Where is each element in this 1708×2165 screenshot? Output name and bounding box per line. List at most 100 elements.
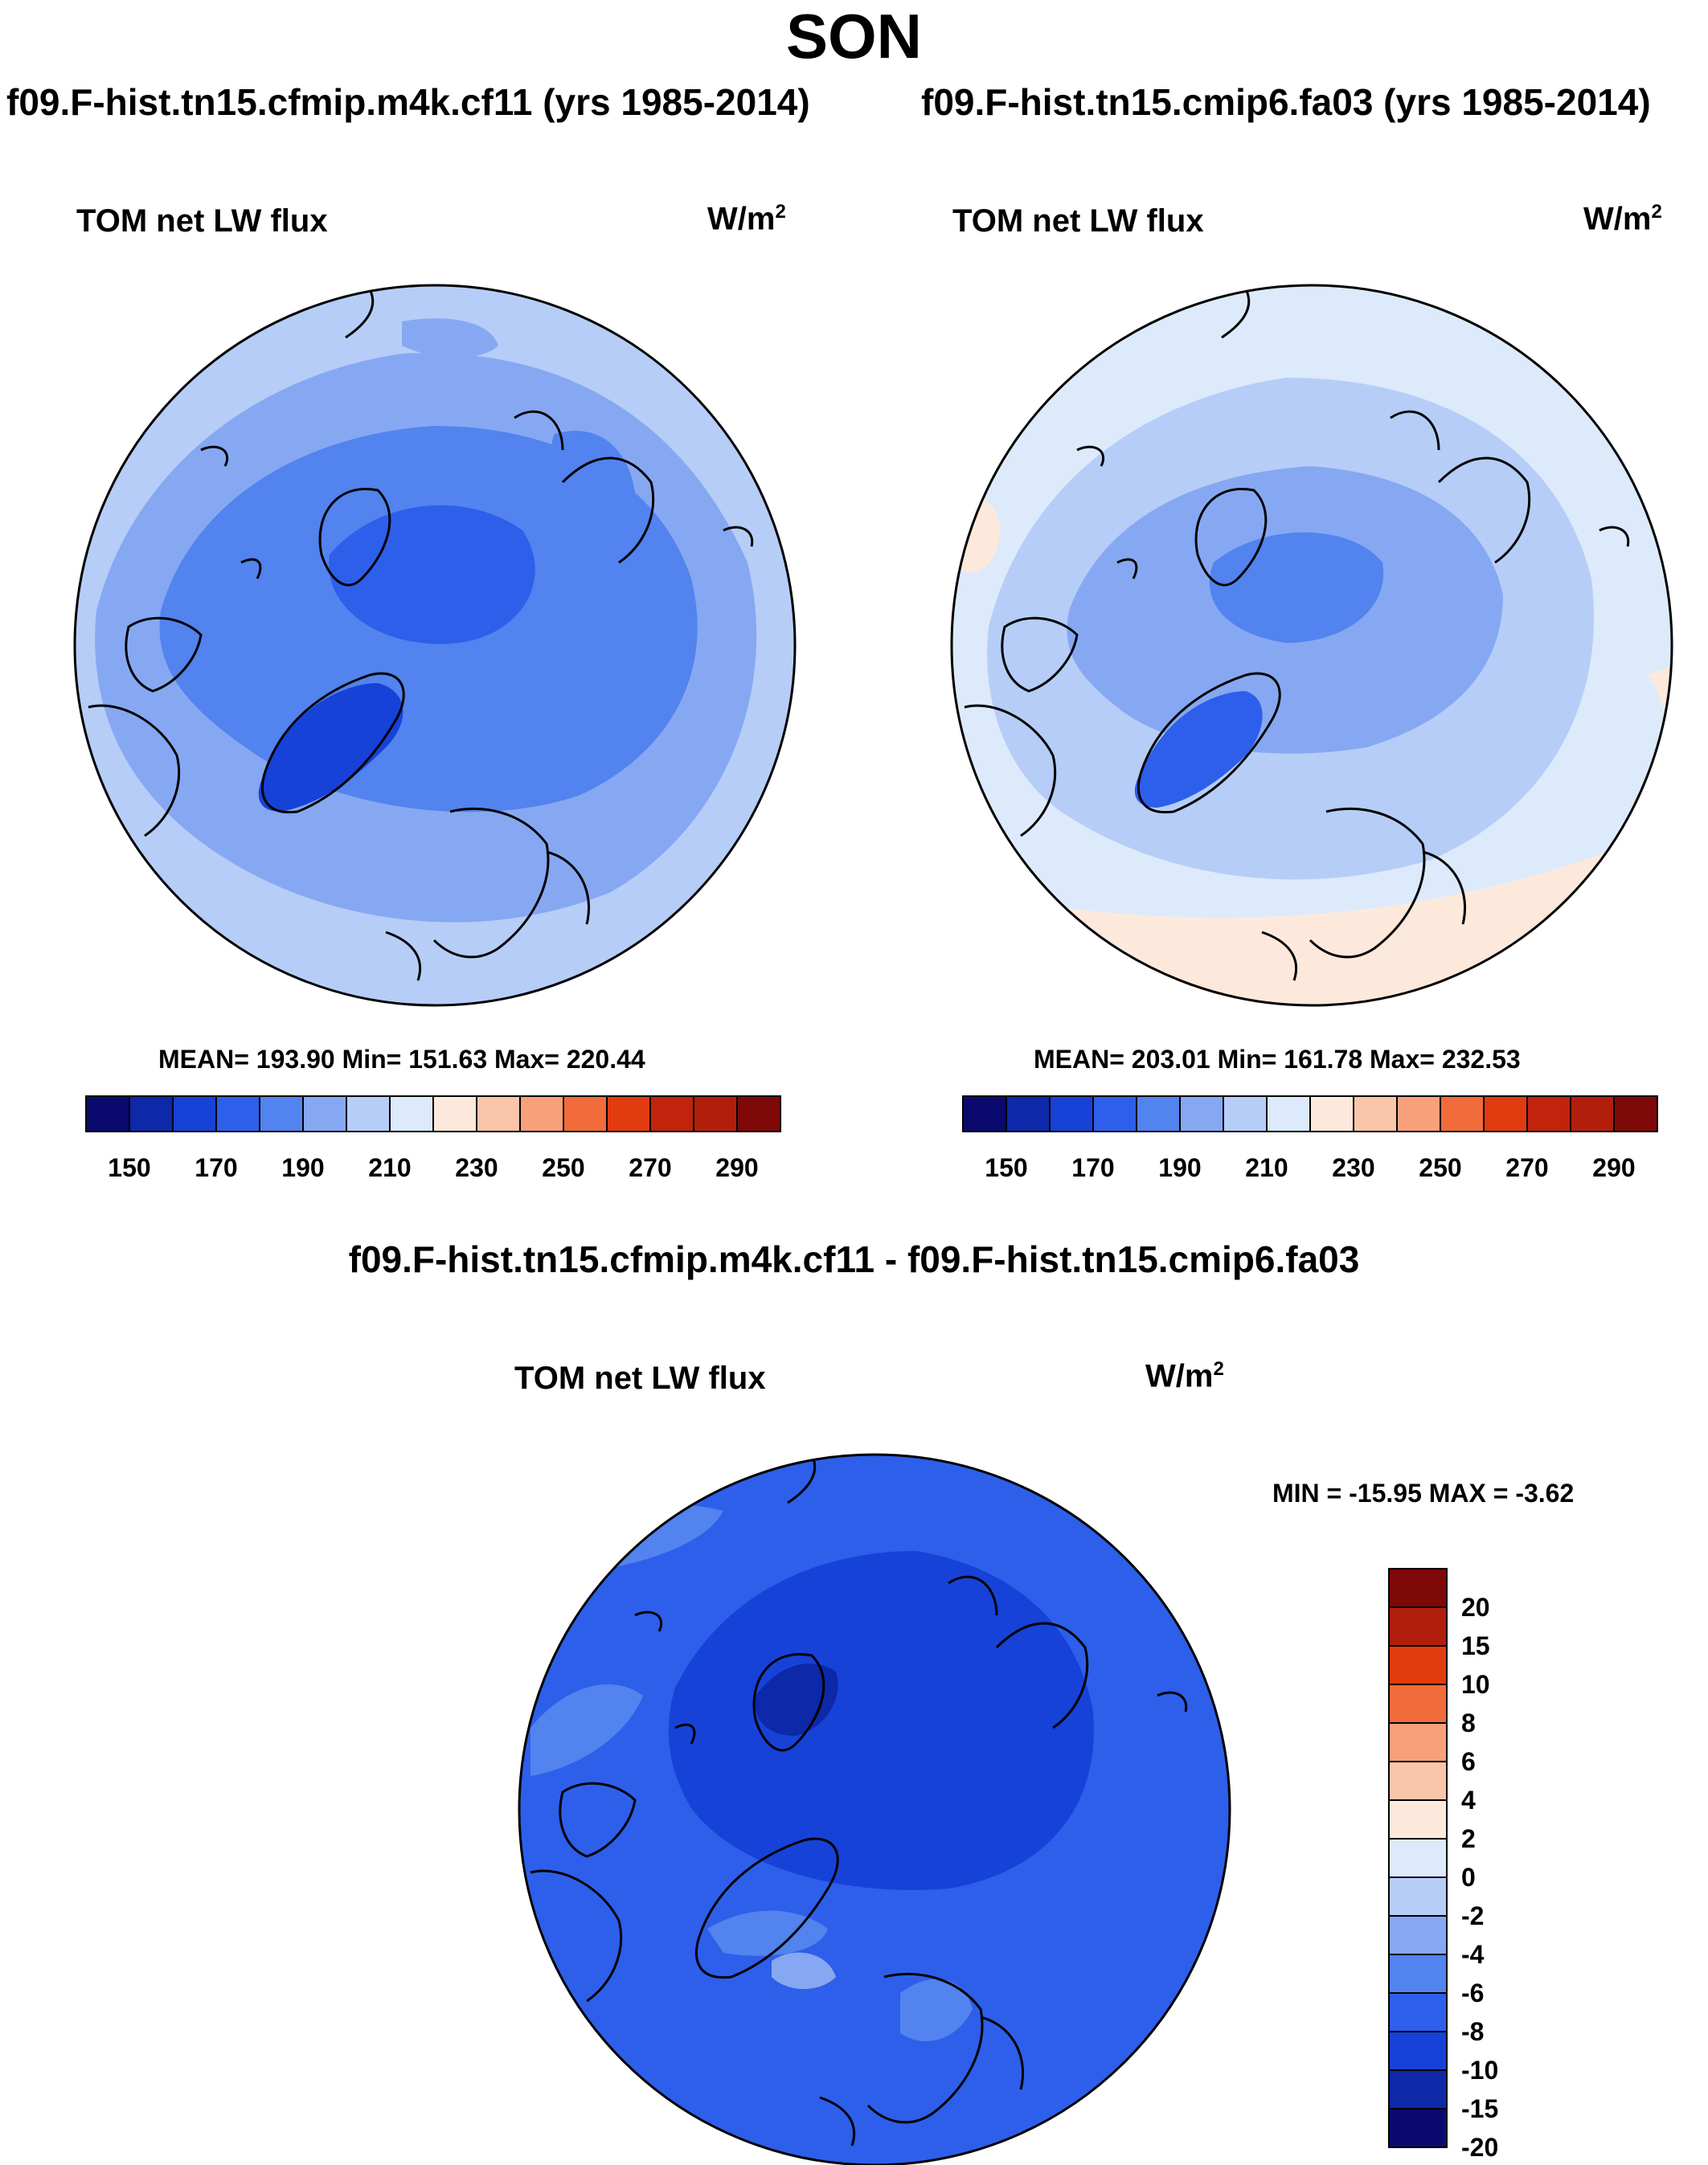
panel2-colorbar-cell <box>1309 1095 1354 1132</box>
panel1-stats: MEAN= 193.90 Min= 151.63 Max= 220.44 <box>158 1045 645 1074</box>
panel1-colorbar-cell <box>389 1095 434 1132</box>
diff-colorbar-tick-label: -6 <box>1461 1979 1484 2007</box>
panel2-map-border <box>950 284 1673 1007</box>
panel1-variable-label: TOM net LW flux <box>76 203 328 239</box>
diff-field-10-15 <box>668 1551 1094 1890</box>
panel2-colorbar-tick-label: 210 <box>1245 1153 1288 1182</box>
panel1-coastlines <box>88 289 754 981</box>
panel1-colorbar-tick-label: 230 <box>455 1153 498 1182</box>
panel1-colorbar-tick-label: 250 <box>542 1153 584 1182</box>
diff-colorbar-tick-label: 0 <box>1461 1863 1476 1892</box>
diff-colorbar-tick-label: 20 <box>1461 1593 1490 1622</box>
diff-units: W/m2 <box>1145 1358 1224 1394</box>
diff-field-15-20 <box>755 1664 838 1736</box>
diff-colorbar-cell <box>1388 1568 1448 1608</box>
diff-colorbar-cell <box>1388 2031 1448 2071</box>
panel2-colorbar-tick-label: 250 <box>1419 1153 1461 1182</box>
diff-variable-label: TOM net LW flux <box>514 1361 766 1396</box>
panel2-variable-label: TOM net LW flux <box>952 203 1204 239</box>
panel2-colorbar-cell <box>1006 1095 1051 1132</box>
diff-colorbar-tick-label: 8 <box>1461 1709 1476 1737</box>
diff-colorbar-tick-label: 4 <box>1461 1786 1476 1815</box>
panel2-colorbar-cell <box>1526 1095 1571 1132</box>
diff-colorbar-cell <box>1388 1684 1448 1724</box>
panel1-colorbar-tick-label: 290 <box>715 1153 758 1182</box>
panel2-colorbar-tick-label: 290 <box>1592 1153 1635 1182</box>
panel1-units: W/m2 <box>707 201 786 237</box>
panel1-colorbar-cell <box>346 1095 391 1132</box>
diff-colorbar-tick-label: -8 <box>1461 2017 1484 2046</box>
diff-field-6-8-west <box>530 1684 643 1776</box>
panel1-colorbar-cell <box>476 1095 521 1132</box>
diff-colorbar-tick-label: -15 <box>1461 2094 1498 2123</box>
panel2-colorbar-cell <box>1049 1095 1094 1132</box>
panel1-colorbar-cell <box>259 1095 304 1132</box>
diff-colorbar-cell <box>1388 1645 1448 1685</box>
diff-colorbar-tick-label: -2 <box>1461 1901 1484 1930</box>
panel2-colorbar-cell <box>1396 1095 1441 1132</box>
diff-colorbar-tick-label: 6 <box>1461 1747 1476 1776</box>
panel1-colorbar-cell <box>215 1095 260 1132</box>
panel2-colorbar-cell <box>1440 1095 1485 1132</box>
panel2-colorbar-cell <box>1266 1095 1311 1132</box>
panel2-colorbar-cell <box>1136 1095 1181 1132</box>
diff-colorbar-tick-label: -20 <box>1461 2133 1498 2162</box>
panel1-polar-map <box>73 284 797 1007</box>
diff-scandinavia-patch <box>900 1979 973 2041</box>
panel1-map-border <box>73 284 797 1007</box>
diff-colorbar-cell <box>1388 1915 1448 1955</box>
panel1-colorbar-tick-label: 270 <box>629 1153 671 1182</box>
panel2-colorbar-cell <box>1353 1095 1398 1132</box>
diff-title: f09.F-hist.tn15.cfmip.m4k.cf11 - f09.F-h… <box>348 1238 1360 1280</box>
diff-colorbar-tick-label: 2 <box>1461 1824 1476 1853</box>
panel2-colorbar-tick-label: 150 <box>985 1153 1027 1182</box>
diff-field-4-6 <box>772 1952 836 1989</box>
diff-colorbar-tick-label: -10 <box>1461 2056 1498 2085</box>
panel2-colorbar-cell <box>1570 1095 1615 1132</box>
panel2-colorbar-tick-label: 170 <box>1071 1153 1114 1182</box>
panel1-case-title: f09.F-hist.tn15.cfmip.m4k.cf11 (yrs 1985… <box>6 81 810 123</box>
panel1-colorbar-cell <box>129 1095 174 1132</box>
panel1-colorbar-cell <box>85 1095 130 1132</box>
diff-colorbar-cell <box>1388 1876 1448 1917</box>
panel2-case-title: f09.F-hist.tn15.cmip6.fa03 (yrs 1985-201… <box>921 81 1651 123</box>
diff-colorbar-cell <box>1388 1799 1448 1840</box>
diff-colorbar-cell <box>1388 1606 1448 1647</box>
panel2-coastlines <box>964 289 1630 981</box>
diff-greenland-patch <box>707 1910 828 1956</box>
panel1-colorbar-cell <box>432 1095 477 1132</box>
diff-colorbar-cell <box>1388 1992 1448 2032</box>
panel1-colorbar-cell <box>563 1095 608 1132</box>
diff-colorbar-cell <box>1388 1722 1448 1762</box>
panel1-colorbar-cell <box>172 1095 217 1132</box>
diff-colorbar-cell <box>1388 1761 1448 1801</box>
panel2-colorbar-tick-label: 230 <box>1332 1153 1374 1182</box>
panel2-colorbar-tick-label: 270 <box>1505 1153 1548 1182</box>
diff-colorbar-tick-label: -4 <box>1461 1940 1485 1969</box>
panel2-polar-map <box>950 284 1673 1007</box>
figure-title: SON <box>785 1 923 72</box>
diff-minmax: MIN = -15.95 MAX = -3.62 <box>1272 1479 1575 1508</box>
panel1-colorbar-cell <box>693 1095 738 1132</box>
panel1-colorbar-cell <box>649 1095 694 1132</box>
panel1-colorbar-tick-label: 170 <box>195 1153 237 1182</box>
diff-colorbar-cell <box>1388 1954 1448 1994</box>
diff-colorbar-cell <box>1388 2108 1448 2148</box>
panel1-colorbar-cell <box>736 1095 781 1132</box>
panel2-stats: MEAN= 203.01 Min= 161.78 Max= 232.53 <box>1034 1045 1521 1074</box>
panel1-field-170-center <box>329 505 535 645</box>
panel1-colorbar-tick-label: 190 <box>281 1153 324 1182</box>
panel1-pacific-patch <box>402 318 498 358</box>
panel2-colorbar-cell <box>1092 1095 1137 1132</box>
panel2-colorbar-cell <box>1223 1095 1268 1132</box>
panel2-colorbar-cell <box>962 1095 1007 1132</box>
panel1-siberia-low <box>551 431 637 550</box>
panel2-colorbar-cell <box>1613 1095 1658 1132</box>
panel1-colorbar-tick-label: 150 <box>108 1153 150 1182</box>
panel1-colorbar-cell <box>606 1095 651 1132</box>
panel1-colorbar-cell <box>519 1095 564 1132</box>
panel2-colorbar-tick-label: 190 <box>1158 1153 1201 1182</box>
panel1-colorbar-cell <box>302 1095 347 1132</box>
